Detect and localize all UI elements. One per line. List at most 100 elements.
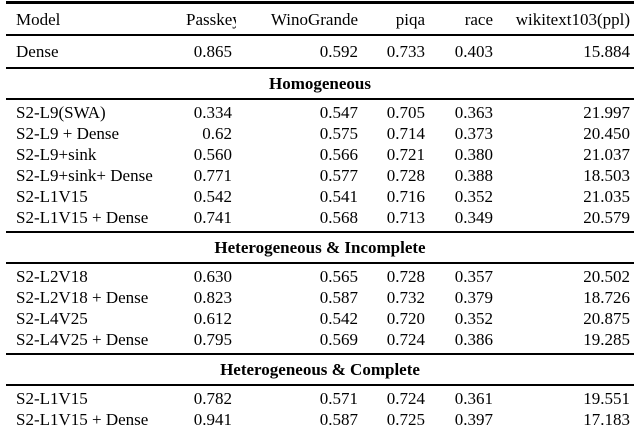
- table-row: Dense 0.865 0.592 0.733 0.403 15.884: [6, 35, 634, 68]
- metric-value-cell: 0.62: [202, 124, 232, 143]
- metric-value-cell: 0.823: [193, 288, 232, 307]
- metric-value-cell: 0.541: [319, 187, 358, 206]
- metric-value-cell: 0.361: [454, 389, 493, 408]
- column-header-wikitext: wikitext103(ppl): [497, 2, 634, 36]
- metric-value-cell: 0.724: [386, 330, 425, 349]
- metric-value-cell: 0.587: [319, 410, 358, 428]
- section-header-row: Heterogeneous & Incomplete: [6, 231, 634, 264]
- metric-value-cell: 0.357: [454, 267, 493, 286]
- section-title: Heterogeneous & Complete: [6, 353, 634, 386]
- section-header-row: Heterogeneous & Complete: [6, 353, 634, 386]
- table-row: S2-L9 + Dense 0.62 0.575 0.714 0.373 20.450: [6, 123, 634, 144]
- metric-value-cell: 0.379: [454, 288, 493, 307]
- table-row: S2-L9+sink 0.560 0.566 0.721 0.380 21.037: [6, 144, 634, 165]
- metric-value-cell: 18.503: [583, 166, 630, 185]
- results-table: Model Passkey WinoGrande piqa race wikit…: [6, 1, 634, 428]
- metric-value-cell: 21.037: [583, 145, 630, 164]
- metric-value-cell: 0.630: [193, 267, 232, 286]
- table-row: S2-L2V18 + Dense 0.823 0.587 0.732 0.379 18.7…: [6, 287, 634, 308]
- metric-value-cell: 0.705: [386, 103, 425, 122]
- table-row: S2-L1V15 0.782 0.571 0.724 0.361 19.551: [6, 385, 634, 409]
- metric-value-cell: 0.713: [386, 208, 425, 227]
- metric-value-cell: 17.183: [583, 410, 630, 428]
- metric-value-cell: 0.542: [319, 309, 358, 328]
- model-name-cell: S2-L2V18 + Dense: [16, 288, 149, 307]
- metric-value-cell: 0.587: [319, 288, 358, 307]
- metric-value-cell: 0.782: [193, 389, 232, 408]
- metric-value-cell: 0.352: [454, 309, 493, 328]
- metric-value-cell: 0.565: [319, 267, 358, 286]
- table-body: Dense 0.865 0.592 0.733 0.403 15.884 Homogeneo…: [6, 35, 634, 428]
- results-table-container: Model Passkey WinoGrande piqa race wikit…: [6, 1, 634, 428]
- model-name-cell: S2-L1V15: [16, 187, 88, 206]
- section-title: Heterogeneous & Incomplete: [6, 231, 634, 264]
- metric-value-cell: 0.728: [386, 267, 425, 286]
- metric-value-cell: 0.724: [386, 389, 425, 408]
- metric-value-cell: 0.612: [193, 309, 232, 328]
- metric-value-cell: 20.450: [583, 124, 630, 143]
- table-row: S2-L4V25 + Dense 0.795 0.569 0.724 0.386 19.2…: [6, 329, 634, 354]
- table-row: S2-L1V15 + Dense 0.941 0.587 0.725 0.397 17.1…: [6, 409, 634, 428]
- metric-value-cell: 0.575: [319, 124, 358, 143]
- metric-value-cell: 0.725: [386, 410, 425, 428]
- metric-value-cell: 15.884: [583, 42, 630, 61]
- metric-value-cell: 0.733: [386, 42, 425, 61]
- metric-value-cell: 0.397: [454, 410, 493, 428]
- metric-value-cell: 0.349: [454, 208, 493, 227]
- metric-value-cell: 20.502: [583, 267, 630, 286]
- metric-value-cell: 0.334: [193, 103, 232, 122]
- metric-value-cell: 0.721: [386, 145, 425, 164]
- metric-value-cell: 0.569: [319, 330, 358, 349]
- metric-value-cell: 20.875: [583, 309, 630, 328]
- metric-value-cell: 0.577: [319, 166, 358, 185]
- model-name-cell: S2-L4V25 + Dense: [16, 330, 149, 349]
- metric-value-cell: 0.568: [319, 208, 358, 227]
- table-row: S2-L9+sink+ Dense 0.771 0.577 0.728 0.388 18.…: [6, 165, 634, 186]
- metric-value-cell: 19.551: [583, 389, 630, 408]
- metric-value-cell: 0.732: [386, 288, 425, 307]
- table-row: S2-L9(SWA) 0.334 0.547 0.705 0.363 21.997: [6, 99, 634, 123]
- table-row: S2-L1V15 0.542 0.541 0.716 0.352 21.035: [6, 186, 634, 207]
- metric-value-cell: 0.865: [193, 42, 232, 61]
- metric-value-cell: 0.373: [454, 124, 493, 143]
- metric-value-cell: 0.547: [319, 103, 358, 122]
- model-name-cell: S2-L9 + Dense: [16, 124, 120, 143]
- column-header-model: Model: [6, 2, 186, 36]
- metric-value-cell: 0.386: [454, 330, 493, 349]
- section-title: Homogeneous: [6, 67, 634, 100]
- model-name-cell: S2-L1V15 + Dense: [16, 410, 149, 428]
- metric-value-cell: 20.579: [583, 208, 630, 227]
- model-name-cell: S2-L1V15 + Dense: [16, 208, 149, 227]
- metric-value-cell: 21.035: [583, 187, 630, 206]
- column-header-passkey: Passkey: [186, 2, 236, 36]
- column-header-winogrande: WinoGrande: [236, 2, 362, 36]
- metric-value-cell: 21.997: [583, 103, 630, 122]
- header-row: Model Passkey WinoGrande piqa race wikit…: [6, 2, 634, 36]
- model-name-cell: S2-L9+sink: [16, 145, 97, 164]
- metric-value-cell: 0.795: [193, 330, 232, 349]
- metric-value-cell: 0.380: [454, 145, 493, 164]
- metric-value-cell: 0.592: [319, 42, 358, 61]
- metric-value-cell: 0.566: [319, 145, 358, 164]
- metric-value-cell: 19.285: [583, 330, 630, 349]
- metric-value-cell: 0.388: [454, 166, 493, 185]
- table-row: S2-L4V25 0.612 0.542 0.720 0.352 20.875: [6, 308, 634, 329]
- metric-value-cell: 0.741: [193, 208, 232, 227]
- metric-value-cell: 0.560: [193, 145, 232, 164]
- metric-value-cell: 0.716: [386, 187, 425, 206]
- model-name-cell: Dense: [16, 42, 59, 61]
- table-row: S2-L1V15 + Dense 0.741 0.568 0.713 0.349 20.5…: [6, 207, 634, 232]
- metric-value-cell: 0.571: [319, 389, 358, 408]
- model-name-cell: S2-L4V25: [16, 309, 88, 328]
- metric-value-cell: 0.352: [454, 187, 493, 206]
- metric-value-cell: 0.403: [454, 42, 493, 61]
- column-header-race: race: [429, 2, 497, 36]
- metric-value-cell: 18.726: [583, 288, 630, 307]
- model-name-cell: S2-L2V18: [16, 267, 88, 286]
- metric-value-cell: 0.363: [454, 103, 493, 122]
- metric-value-cell: 0.771: [193, 166, 232, 185]
- metric-value-cell: 0.728: [386, 166, 425, 185]
- metric-value-cell: 0.720: [386, 309, 425, 328]
- model-name-cell: S2-L9+sink+ Dense: [16, 166, 153, 185]
- model-name-cell: S2-L1V15: [16, 389, 88, 408]
